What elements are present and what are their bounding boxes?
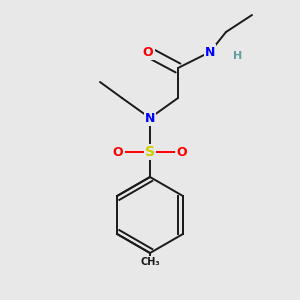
Text: O: O	[177, 146, 187, 158]
Text: O: O	[143, 46, 153, 59]
Text: O: O	[113, 146, 123, 158]
Text: H: H	[233, 51, 243, 61]
Text: N: N	[145, 112, 155, 124]
Text: N: N	[205, 46, 215, 59]
Text: CH₃: CH₃	[140, 257, 160, 267]
Text: S: S	[145, 145, 155, 159]
